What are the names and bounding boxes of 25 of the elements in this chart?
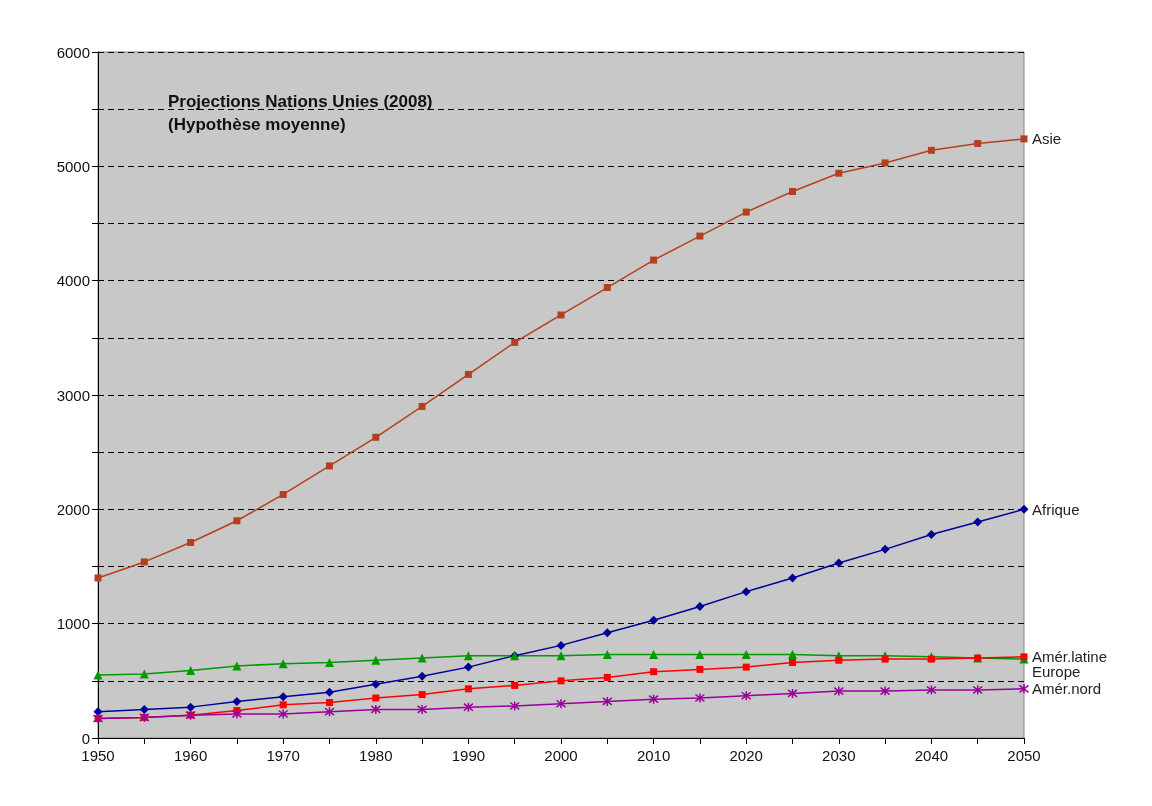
series-label: Europe [1032,663,1081,681]
series-label: Amér.latine [1032,648,1108,666]
y-tick-label: 6000 [56,43,90,61]
x-tick-label: 1960 [173,747,208,764]
x-tick-label: 2010 [636,747,671,764]
y-tick-label: 5000 [56,157,90,175]
text: (Hypothèse moyenne) [168,115,346,134]
series-label: Afrique [1032,500,1080,518]
x-tick-label: 2030 [822,747,856,764]
x-tick-label: 2040 [914,747,949,764]
y-tick-label: 3000 [56,386,90,404]
y-tick-label: 4000 [56,272,90,290]
x-tick-label: 2000 [544,747,578,764]
x-tick-label: 1980 [359,747,393,764]
x-tick-label: 1990 [451,747,486,764]
y-tick-label: 1000 [56,615,90,633]
series-label: Asie [1032,130,1062,148]
x-tick-label: 1950 [81,747,115,764]
x-tick-label: 1970 [266,747,300,764]
x-tick-label: 2020 [729,747,763,764]
text: Projections Nations Unies (2008) [168,92,433,111]
x-tick-label: 2050 [1007,747,1041,764]
series-label: Amér.nord [1032,680,1102,698]
y-tick-label: 2000 [56,500,90,518]
y-tick-label: 0 [81,729,90,747]
